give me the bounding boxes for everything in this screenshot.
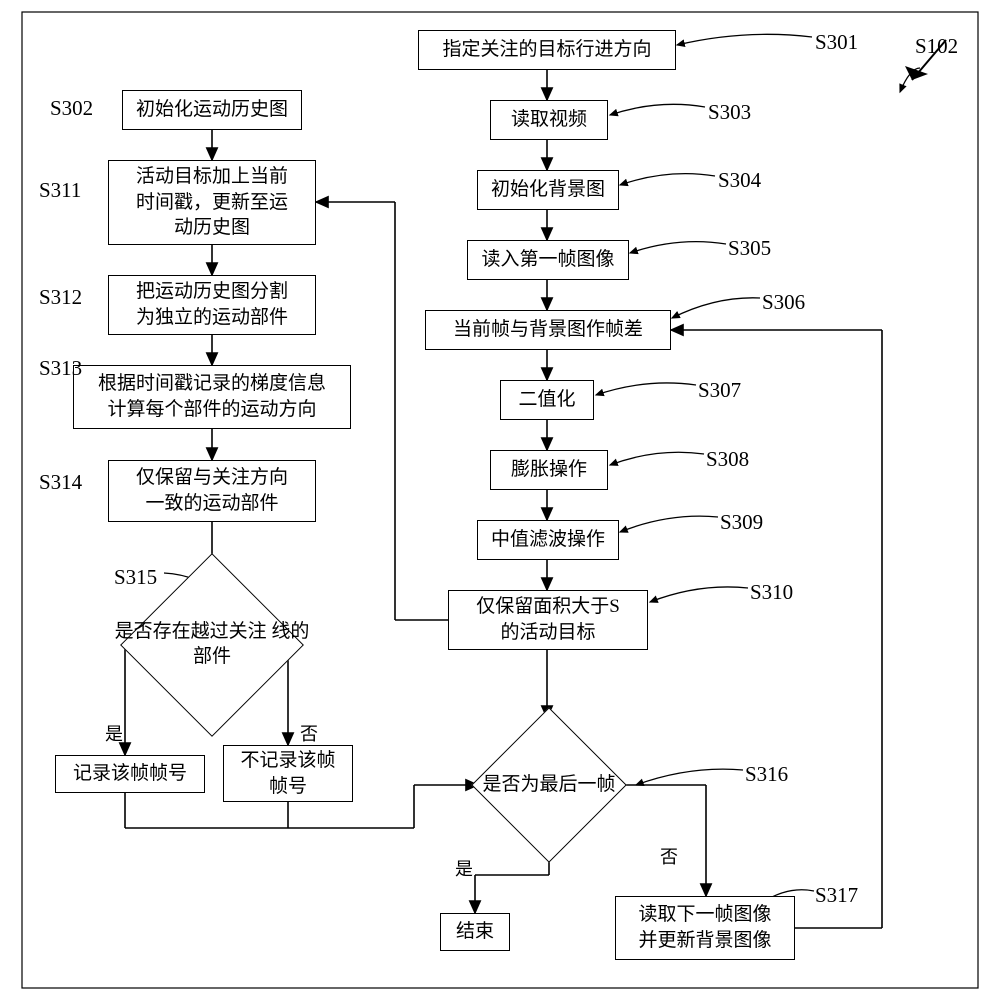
- step-label-s307: S307: [698, 378, 741, 403]
- step-label-s303: S303: [708, 100, 751, 125]
- pointer-10: [636, 769, 743, 785]
- step-label-s310: S310: [750, 580, 793, 605]
- pointer-3: [630, 242, 726, 253]
- step-label-s304: S304: [718, 168, 761, 193]
- step-label-s102: S102: [915, 34, 958, 59]
- step-label-s314: S314: [39, 470, 82, 495]
- step-label-s309: S309: [720, 510, 763, 535]
- flow-node-n304: 初始化背景图: [477, 170, 619, 210]
- pointer-0: [677, 34, 812, 45]
- branch-label-no2: 否: [660, 843, 678, 869]
- flow-node-n311: 活动目标加上当前 时间戳，更新至运 动历史图: [108, 160, 316, 245]
- step-label-s302: S302: [50, 96, 93, 121]
- pointer-6: [610, 452, 704, 465]
- flow-node-n306: 当前帧与背景图作帧差: [425, 310, 671, 350]
- step-label-s312: S312: [39, 285, 82, 310]
- flow-node-n314: 仅保留与关注方向 一致的运动部件: [108, 460, 316, 522]
- step-label-s311: S311: [39, 178, 81, 203]
- flow-node-nEnd: 结束: [440, 913, 510, 951]
- flow-node-n310: 仅保留面积大于S 的活动目标: [448, 590, 648, 650]
- step-label-s316: S316: [745, 762, 788, 787]
- flow-node-n307: 二值化: [500, 380, 594, 420]
- flow-node-n317: 读取下一帧图像 并更新背景图像: [615, 896, 795, 960]
- flow-node-n313: 根据时间戳记录的梯度信息 计算每个部件的运动方向: [73, 365, 351, 429]
- pointer-7: [620, 516, 718, 532]
- flow-node-n301: 指定关注的目标行进方向: [418, 30, 676, 70]
- flow-node-n303: 读取视频: [490, 100, 608, 140]
- flow-node-n309: 中值滤波操作: [477, 520, 619, 560]
- step-label-s317: S317: [815, 883, 858, 908]
- pointer-2: [620, 174, 715, 185]
- branch-label-yes1: 是: [105, 720, 123, 746]
- branch-label-no1: 否: [300, 720, 318, 746]
- flow-node-n305: 读入第一帧图像: [467, 240, 629, 280]
- pointer-8: [650, 587, 748, 602]
- flow-node-n308: 膨胀操作: [490, 450, 608, 490]
- pointer-1: [610, 104, 705, 115]
- step-label-s313: S313: [39, 356, 82, 381]
- branch-label-yes2: 是: [455, 855, 473, 881]
- step-label-s305: S305: [728, 236, 771, 261]
- step-label-s301: S301: [815, 30, 858, 55]
- step-label-s308: S308: [706, 447, 749, 472]
- flow-node-n302: 初始化运动历史图: [122, 90, 302, 130]
- pointer-4: [672, 298, 760, 318]
- flow-node-n312: 把运动历史图分割 为独立的运动部件: [108, 275, 316, 335]
- flow-node-nRec: 记录该帧帧号: [55, 755, 205, 793]
- step-label-s315: S315: [114, 565, 157, 590]
- pointer-5: [596, 383, 696, 395]
- flow-node-nNoRec: 不记录该帧 帧号: [223, 745, 353, 802]
- step-label-s306: S306: [762, 290, 805, 315]
